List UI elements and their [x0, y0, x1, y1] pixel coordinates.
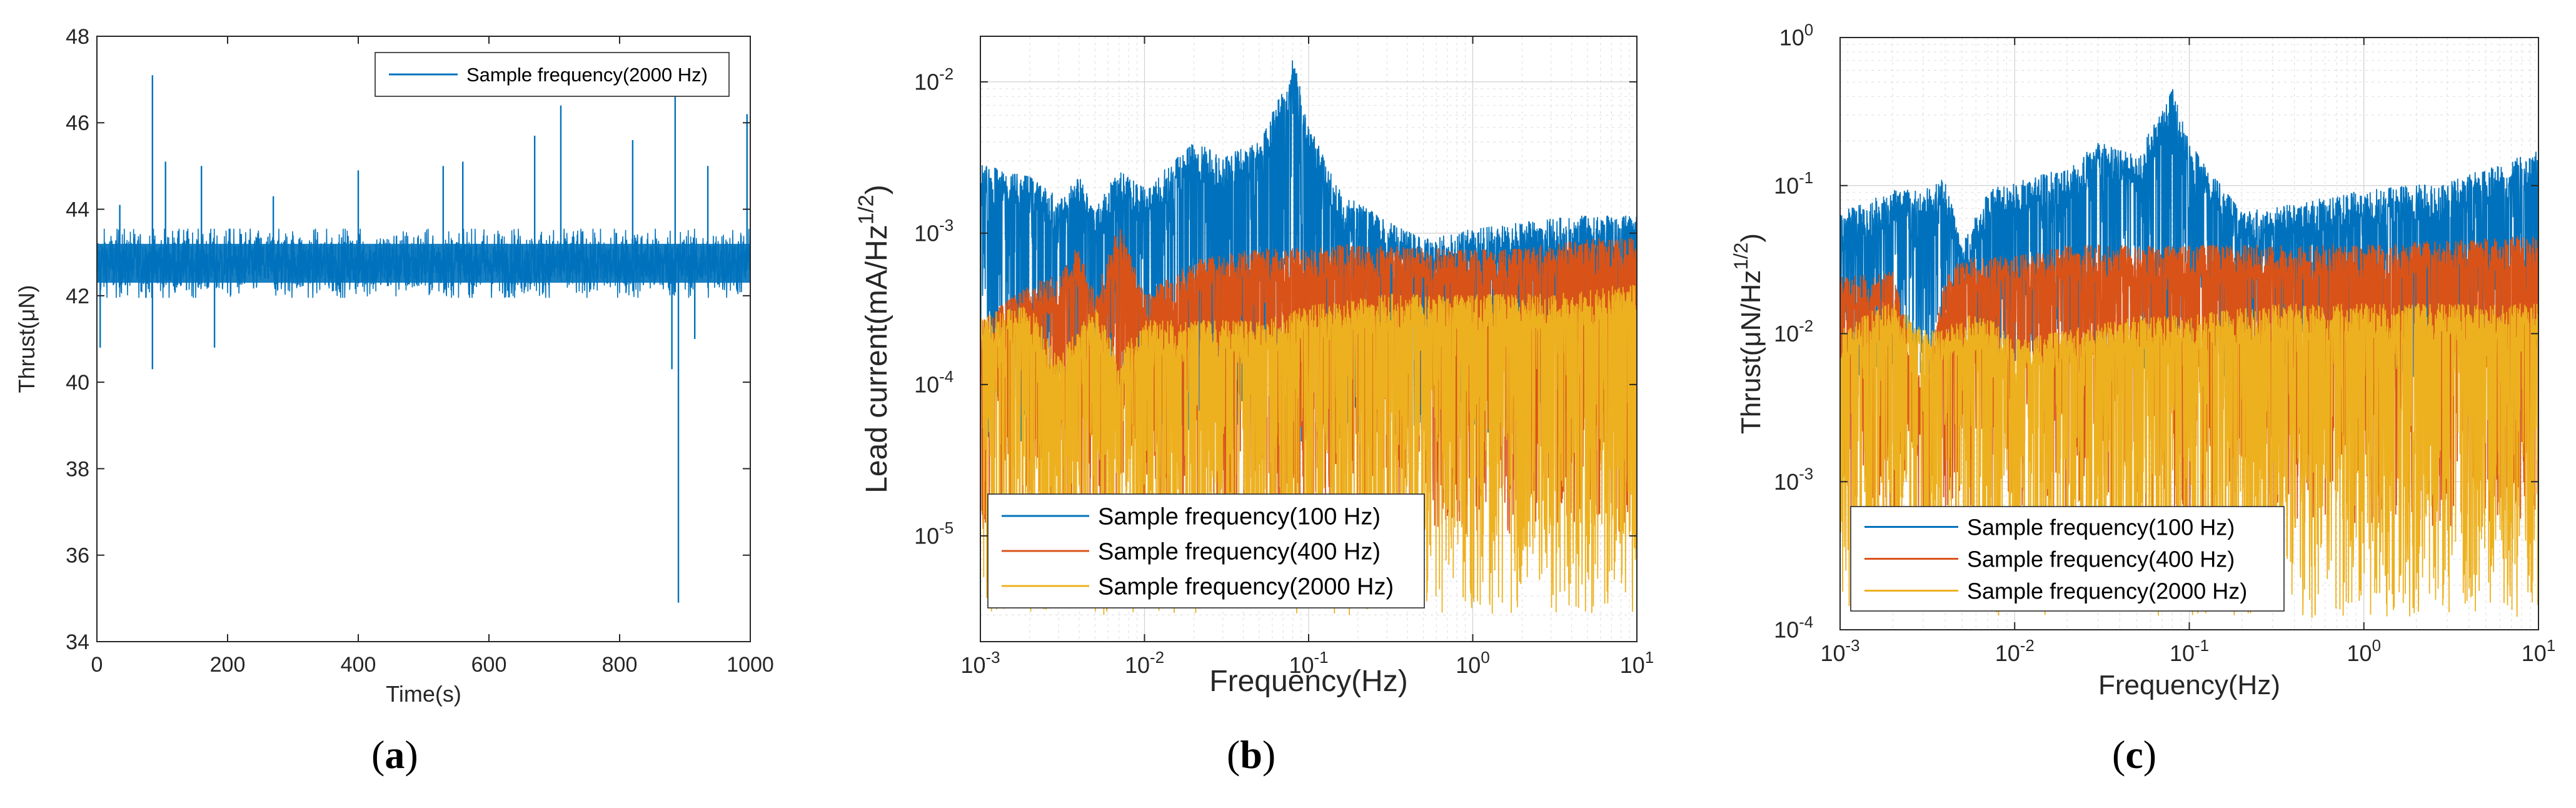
- ticks: [96, 36, 751, 642]
- x-tick-label: 200: [210, 653, 246, 677]
- panel-label-c: (c): [2112, 732, 2157, 777]
- y-tick-label: 10-1: [1774, 169, 1813, 198]
- y-tick-label: 44: [66, 198, 89, 221]
- x-tick-label: 10-1: [1289, 649, 1328, 678]
- series-line: [1840, 303, 2538, 619]
- x-tick-label: 100: [1456, 649, 1489, 678]
- x-axis-label: Frequency(Hz): [2098, 670, 2280, 700]
- y-tick-label: 34: [66, 630, 89, 654]
- y-tick-label: 42: [66, 285, 89, 308]
- x-axis-label: Frequency(Hz): [1209, 665, 1407, 698]
- y-tick-label: 38: [66, 457, 89, 481]
- x-tick-label: 1000: [727, 653, 774, 677]
- y-tick-label: 100: [1779, 21, 1813, 50]
- y-tick-label: 10-4: [914, 368, 953, 397]
- x-tick-label: 101: [1620, 649, 1654, 678]
- x-tick-label: 10-3: [960, 649, 1000, 678]
- x-tick-label: 10-2: [1995, 637, 2035, 666]
- x-tick-label: 101: [2522, 637, 2555, 666]
- y-tick-label: 10-4: [1774, 614, 1813, 642]
- legend-label: Sample frequency(400 Hz): [1098, 539, 1381, 565]
- x-axis-label: Time(s): [386, 681, 461, 707]
- axes-frame: [96, 36, 751, 642]
- panel-label-a: (a): [371, 732, 418, 777]
- y-tick-label: 36: [66, 544, 89, 568]
- legend-label: Sample frequency(100 Hz): [1098, 504, 1381, 530]
- y-tick-label: 10-2: [914, 66, 953, 94]
- y-axis-label: Thrust(μN): [14, 285, 39, 393]
- x-tick-label: 10-3: [1820, 637, 1859, 666]
- series-band: [97, 243, 750, 283]
- x-tick-label: 400: [341, 653, 376, 677]
- ticks: [980, 36, 1638, 642]
- legend-label: Sample frequency(400 Hz): [1967, 546, 2235, 572]
- x-tick-label: 10-2: [1125, 649, 1164, 678]
- legend-label: Sample frequency(100 Hz): [1967, 514, 2235, 540]
- ticks: [1839, 37, 2539, 630]
- panel-a: 0 200 400 600 800 1000 34 36 38 40 42 44 46 48 Time(s)…: [14, 25, 774, 707]
- y-tick-label: 10-3: [1774, 466, 1813, 495]
- y-tick-label: 10-2: [1774, 318, 1813, 346]
- series-line: [980, 285, 1637, 615]
- x-tick-label: 0: [91, 653, 103, 677]
- x-tick-label: 100: [2347, 637, 2381, 666]
- y-axis-label: Lead current(mA/Hz1/2): [854, 184, 893, 493]
- legend-label: Sample frequency(2000 Hz): [1098, 574, 1394, 600]
- y-tick-label: 10-3: [914, 217, 953, 246]
- x-tick-label: 10-1: [2170, 637, 2209, 666]
- plot-area: [97, 75, 750, 603]
- panel-c: 10-3 10-2 10-1 100 10110-410-310-210-1100Fre…: [1729, 21, 2555, 700]
- x-tick-label: 600: [471, 653, 507, 677]
- panel-b: 10-3 10-2 10-1 100 101 10-5 10-4 10-3 10-2 Freque…: [854, 36, 1654, 698]
- y-tick-label: 46: [66, 111, 89, 135]
- legend-label: Sample frequency(2000 Hz): [466, 64, 708, 86]
- plot-area: [1840, 89, 2538, 619]
- panel-label-b: (b): [1227, 732, 1276, 777]
- y-tick-label: 10-5: [914, 520, 953, 548]
- x-tick-label: 800: [602, 653, 638, 677]
- y-axis-label: Thrust(μN/Hz1/2): [1729, 233, 1766, 434]
- y-tick-label: 48: [66, 25, 89, 49]
- y-tick-label: 40: [66, 371, 89, 395]
- legend-label: Sample frequency(2000 Hz): [1967, 578, 2247, 603]
